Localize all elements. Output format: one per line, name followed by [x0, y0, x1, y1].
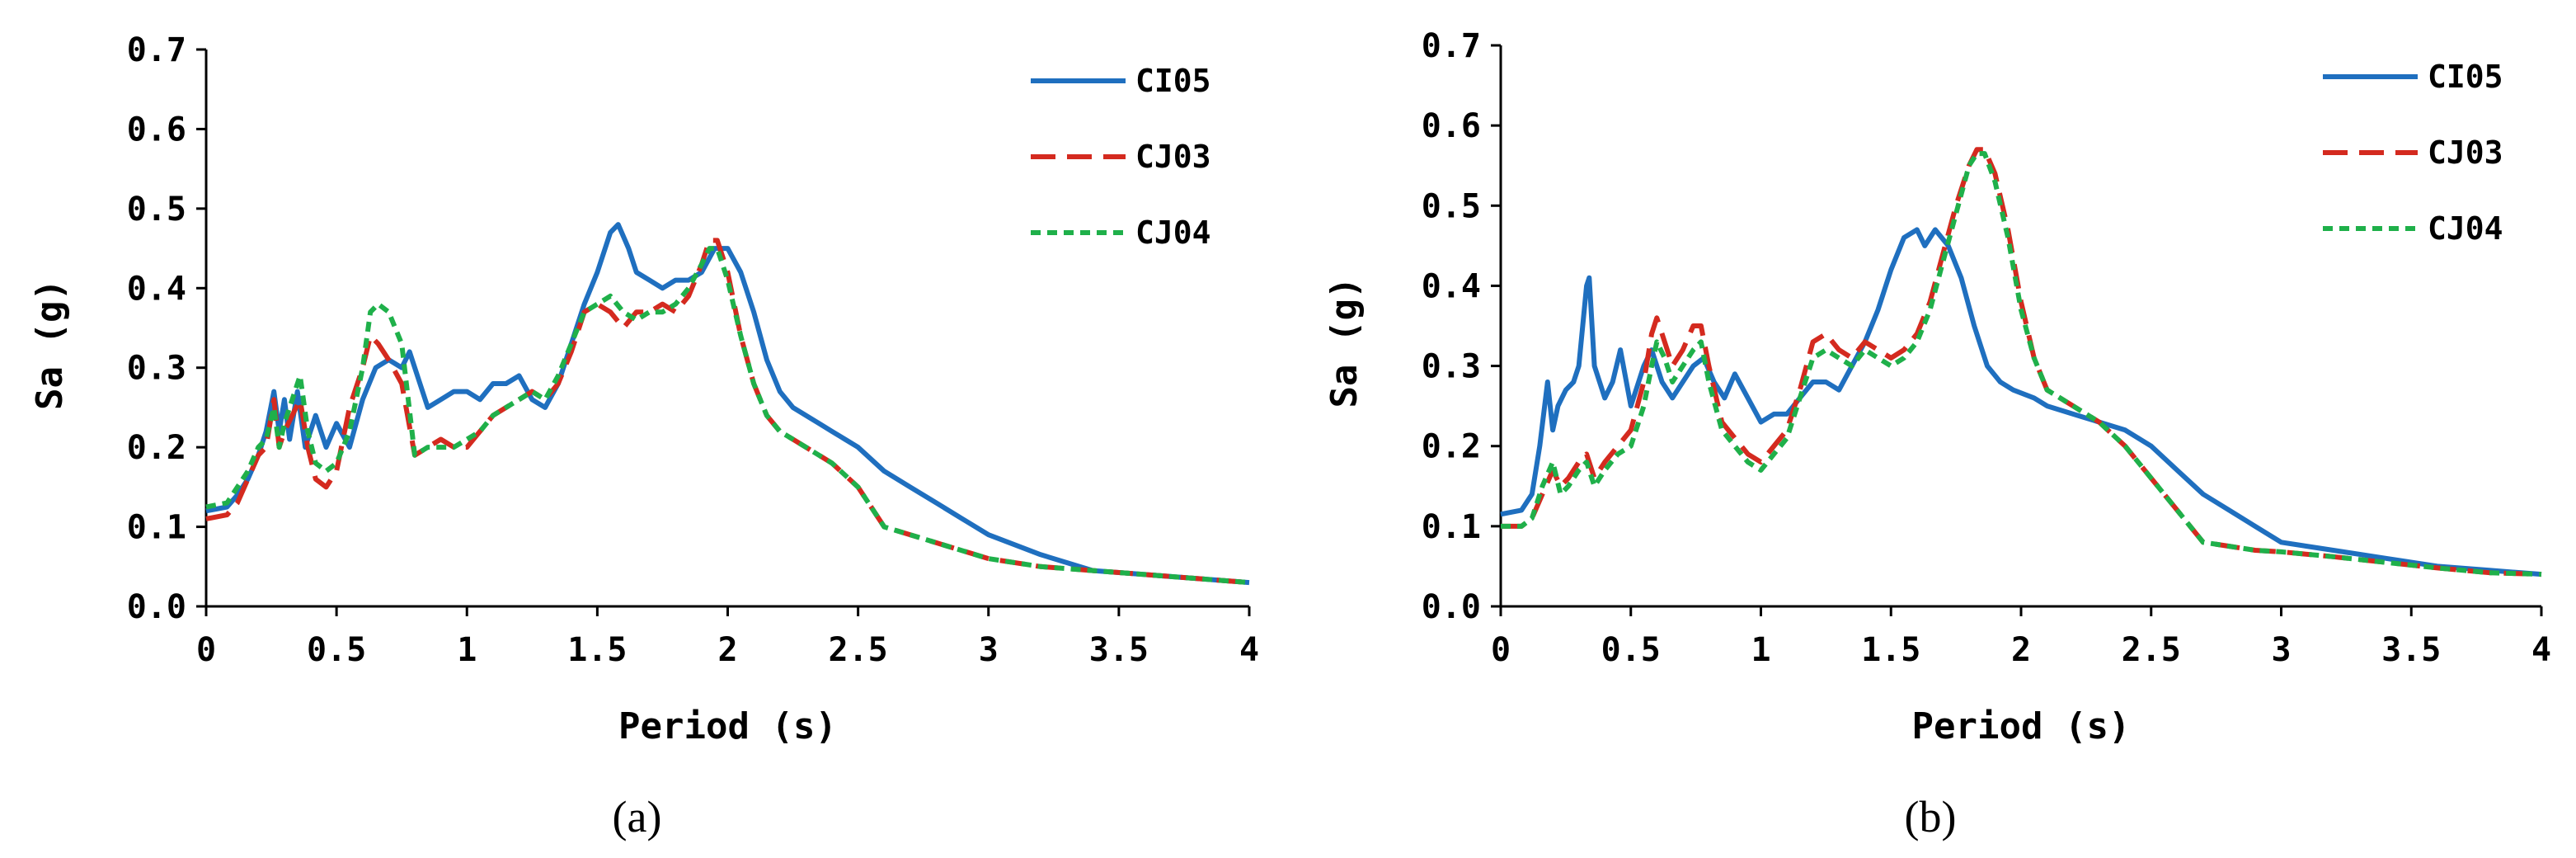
x-tick-label: 4	[1239, 631, 1259, 669]
x-tick-label: 1.5	[567, 631, 627, 669]
y-tick-label: 0.1	[1422, 508, 1481, 546]
series-line-ci05	[1500, 227, 2542, 578]
chart-panel-0: 0.0 0.1 0.2 0.3 0.4 0.5 0.6 0.7 0 0.5 1 1.5 2 2.5 3 3.5…	[29, 31, 1259, 842]
legend-label-cj03: CJ03	[2428, 134, 2503, 171]
x-tick-label: 0.5	[1601, 631, 1661, 669]
series-line-cj04	[1501, 151, 2542, 578]
y-tick-label: 0.1	[127, 509, 186, 547]
y-tick-label: 0.6	[127, 111, 186, 148]
y-tick-label: 0.4	[127, 270, 186, 308]
y-tick-label: 0.3	[1422, 348, 1481, 386]
y-tick-label: 0.5	[1422, 187, 1481, 225]
series-line-cj03	[205, 238, 1250, 586]
y-tick-label: 0.3	[127, 350, 186, 388]
legend-label-cj04: CJ04	[2428, 210, 2503, 247]
x-tick-label: 1	[457, 631, 477, 669]
y-tick-label: 0.4	[1422, 267, 1481, 305]
x-tick-label: 0.5	[307, 631, 366, 669]
series-line-cj03	[1501, 147, 2542, 578]
y-tick-label: 0.0	[127, 588, 186, 626]
x-tick-label: 0	[1491, 631, 1511, 669]
legend-label-cj04: CJ04	[1135, 214, 1211, 251]
x-axis-title: Period (s)	[618, 705, 837, 747]
x-tick-label: 4	[2531, 631, 2551, 669]
y-tick-label: 0.5	[127, 191, 186, 229]
x-tick-label: 2.5	[829, 631, 888, 669]
x-tick-label: 2.5	[2122, 631, 2181, 669]
x-tick-label: 2	[717, 631, 737, 669]
series-line-cj04	[205, 246, 1250, 586]
y-tick-label: 0.7	[127, 31, 186, 69]
panel-caption: (b)	[1905, 792, 1957, 842]
y-tick-label: 0.0	[1422, 588, 1481, 626]
x-tick-label: 3.5	[1089, 631, 1149, 669]
y-axis-title: Sa (g)	[29, 279, 71, 410]
legend-label-ci05: CI05	[1135, 63, 1211, 99]
x-tick-label: 3	[979, 631, 999, 669]
x-tick-label: 1.5	[1861, 631, 1920, 669]
y-tick-label: 0.7	[1422, 27, 1481, 65]
x-axis-title: Period (s)	[1912, 705, 2131, 747]
x-tick-label: 3.5	[2381, 631, 2441, 669]
y-axis-title: Sa (g)	[1323, 277, 1366, 408]
x-tick-label: 2	[2011, 631, 2031, 669]
x-tick-label: 0	[196, 631, 216, 669]
legend-label-ci05: CI05	[2428, 59, 2503, 95]
legend-label-cj03: CJ03	[1135, 139, 1211, 175]
panel-caption: (a)	[613, 792, 662, 842]
chart-panel-1: 0.0 0.1 0.2 0.3 0.4 0.5 0.6 0.7 0 0.5 1 1.5 2 2.5 3 3.5…	[1323, 27, 2551, 842]
x-tick-label: 1	[1751, 631, 1770, 669]
y-tick-label: 0.2	[127, 429, 186, 467]
y-tick-label: 0.6	[1422, 107, 1481, 145]
y-tick-label: 0.2	[1422, 428, 1481, 466]
x-tick-label: 3	[2271, 631, 2291, 669]
